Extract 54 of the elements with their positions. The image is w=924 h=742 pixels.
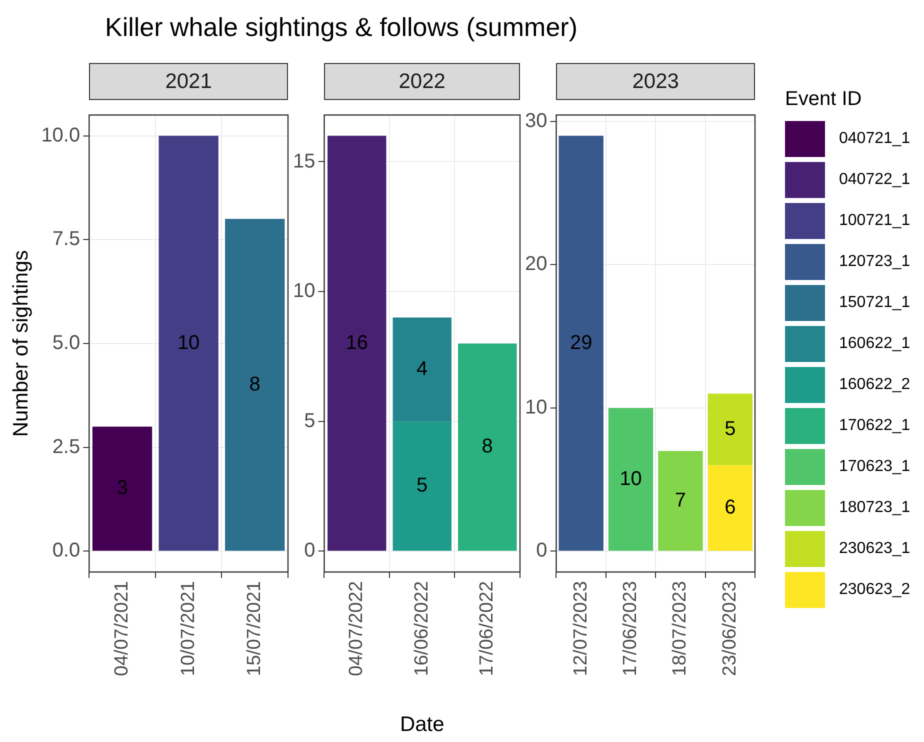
- data-label: 10: [177, 332, 200, 354]
- y-tick-label: 30: [524, 110, 548, 132]
- legend-label: 230623_1: [839, 540, 910, 558]
- y-tick-label: 7.5: [52, 228, 80, 250]
- chart-subtitle: 2021: [89, 63, 288, 100]
- y-tick-label: 10: [524, 396, 548, 418]
- x-tick-label: 18/07/2023: [670, 581, 691, 676]
- x-tick-label: 12/07/2023: [570, 581, 592, 676]
- data-label: 29: [570, 332, 592, 354]
- x-tick-label: 10/07/2021: [178, 581, 199, 676]
- data-label: 10: [620, 468, 642, 490]
- legend-label: 180723_1: [839, 499, 910, 517]
- data-label: 5: [724, 418, 736, 440]
- x-tick-label: 17/06/2023: [620, 581, 642, 676]
- legend-label: 170622_1: [839, 417, 910, 435]
- data-label: 3: [116, 477, 128, 500]
- legend-label: 160622_1: [839, 335, 910, 353]
- y-tick-label: 5: [304, 410, 316, 432]
- y-tick-label: 15: [292, 150, 316, 172]
- data-label: 8: [249, 373, 260, 396]
- legend-label: 230623_2: [839, 581, 910, 599]
- legend-label: 120723_1: [839, 253, 910, 271]
- y-tick-label: 0: [536, 540, 548, 562]
- legend-label: 040722_1: [839, 171, 910, 189]
- y-tick-label: 5.0: [52, 332, 80, 354]
- legend-label: 170623_1: [839, 458, 910, 476]
- x-tick-label: 23/06/2023: [719, 581, 740, 676]
- legend-label: 160622_2: [839, 376, 910, 394]
- legend-label: 100721_1: [839, 212, 910, 230]
- legend-label: 150721_1: [839, 294, 910, 312]
- data-label: 5: [416, 474, 428, 497]
- legend-title: Event ID: [785, 88, 862, 111]
- data-label: 16: [346, 332, 368, 354]
- data-label: 7: [674, 489, 686, 512]
- data-label: 8: [482, 436, 493, 458]
- y-tick-label: 0: [304, 540, 316, 562]
- chart-subtitle: 2023: [556, 63, 755, 100]
- y-tick-label: 10.0: [41, 124, 80, 146]
- chart-subtitle: 2022: [324, 63, 520, 100]
- data-label: 4: [416, 358, 428, 380]
- data-label: 6: [724, 496, 736, 519]
- x-axis-title: Date: [400, 713, 444, 736]
- y-tick-label: 10: [292, 280, 316, 302]
- x-tick-label: 17/06/2022: [476, 581, 498, 676]
- y-tick-label: 0.0: [52, 540, 80, 562]
- x-tick-label: 16/06/2022: [411, 581, 432, 676]
- x-tick-label: 04/07/2022: [346, 581, 368, 676]
- x-tick-label: 04/07/2021: [112, 581, 133, 676]
- x-tick-label: 15/07/2021: [244, 581, 266, 676]
- y-tick-label: 2.5: [52, 436, 80, 458]
- y-tick-label: 20: [524, 253, 548, 276]
- legend-label: 040721_1: [839, 130, 910, 148]
- text: Killer whale sightings & follows (summer): [105, 12, 578, 43]
- y-axis-title: Number of sightings: [9, 250, 32, 437]
